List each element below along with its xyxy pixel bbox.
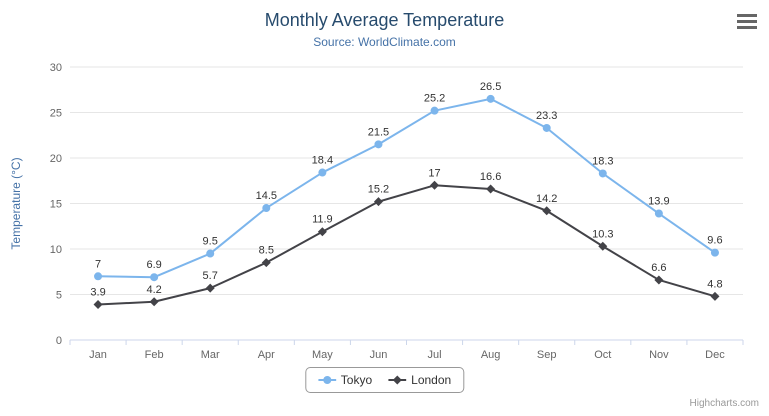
data-label-tokyo: 18.3	[592, 155, 613, 167]
circle-marker-icon	[317, 376, 336, 384]
data-point-tokyo[interactable]	[430, 106, 439, 115]
data-point-tokyo[interactable]	[374, 140, 383, 149]
x-axis-category-label: Jan	[89, 349, 107, 361]
x-axis-category-label: Jun	[370, 349, 388, 361]
data-label-london: 6.6	[651, 262, 666, 274]
x-axis-category-label: Oct	[594, 349, 611, 361]
y-axis-tick-label: 20	[50, 153, 62, 165]
y-axis-title: Temperature (°C)	[9, 157, 23, 249]
data-label-london: 4.2	[146, 284, 161, 296]
series-line-london	[97, 184, 716, 306]
data-label-tokyo: 6.9	[146, 259, 161, 271]
data-label-tokyo: 18.4	[312, 155, 333, 167]
chart-subtitle: Source: WorldClimate.com	[313, 35, 456, 49]
data-label-london: 5.7	[203, 270, 218, 282]
data-label-london: 17	[428, 167, 440, 179]
data-point-london[interactable]	[486, 184, 496, 194]
data-label-tokyo: 9.6	[707, 235, 722, 247]
data-point-tokyo[interactable]	[206, 249, 215, 258]
y-axis-tick-label: 5	[56, 290, 62, 302]
legend-item-london[interactable]: London	[388, 373, 451, 387]
data-point-tokyo[interactable]	[654, 209, 663, 218]
diamond-marker-icon	[388, 375, 407, 385]
legend-item-tokyo[interactable]: Tokyo	[317, 373, 373, 387]
y-axis-tick-label: 30	[50, 62, 62, 74]
series-line-tokyo	[98, 97, 716, 279]
chart-context-menu-button[interactable]	[737, 14, 757, 29]
y-axis-tick-label: 25	[50, 108, 62, 120]
x-axis-category-label: Aug	[481, 349, 501, 361]
x-axis-category-label: Dec	[705, 349, 725, 361]
data-point-london[interactable]	[710, 291, 720, 301]
x-axis-category-label: May	[312, 349, 333, 361]
data-label-london: 16.6	[480, 171, 501, 183]
data-label-tokyo: 23.3	[536, 110, 557, 122]
x-axis-category-label: Nov	[649, 349, 669, 361]
chart-title: Monthly Average Temperature	[264, 10, 505, 30]
data-point-tokyo[interactable]	[262, 204, 271, 213]
x-axis-category-label: Mar	[201, 349, 220, 361]
legend-label: Tokyo	[340, 373, 373, 387]
data-point-london[interactable]	[317, 227, 327, 237]
y-axis-tick-label: 15	[50, 199, 62, 211]
data-label-tokyo: 25.2	[424, 93, 445, 105]
data-point-london[interactable]	[149, 297, 159, 307]
y-axis-tick-label: 0	[56, 335, 62, 347]
data-label-london: 15.2	[368, 184, 389, 196]
data-point-tokyo[interactable]	[318, 168, 327, 177]
data-label-tokyo: 26.5	[480, 81, 501, 93]
data-point-london[interactable]	[205, 283, 215, 293]
credits-link[interactable]: Highcharts.com	[689, 398, 759, 409]
data-label-tokyo: 7	[95, 258, 101, 270]
data-label-london: 4.8	[707, 278, 722, 290]
x-axis-category-label: Sep	[537, 349, 557, 361]
data-point-london[interactable]	[93, 300, 103, 310]
data-point-tokyo[interactable]	[150, 273, 159, 282]
hamburger-menu-icon	[737, 14, 757, 17]
legend-label: London	[411, 373, 452, 387]
y-axis-tick-label: 10	[50, 244, 62, 256]
data-point-tokyo[interactable]	[542, 123, 551, 132]
data-label-london: 14.2	[536, 193, 557, 205]
data-point-london[interactable]	[373, 197, 383, 207]
data-point-london[interactable]	[542, 206, 552, 216]
x-axis-category-label: Feb	[145, 349, 164, 361]
data-label-tokyo: 21.5	[368, 126, 389, 138]
data-label-london: 3.9	[90, 287, 105, 299]
data-label-tokyo: 9.5	[203, 236, 218, 248]
data-point-london[interactable]	[261, 258, 271, 268]
legend: Tokyo London	[304, 367, 465, 393]
data-point-london[interactable]	[598, 241, 608, 251]
x-axis-category-label: Jul	[428, 349, 442, 361]
data-label-tokyo: 13.9	[648, 196, 669, 208]
data-point-tokyo[interactable]	[598, 169, 607, 178]
data-point-tokyo[interactable]	[486, 94, 495, 103]
data-label-london: 11.9	[312, 214, 333, 226]
x-axis-category-label: Apr	[258, 349, 275, 361]
data-label-tokyo: 14.5	[256, 190, 277, 202]
data-label-london: 8.5	[259, 245, 274, 257]
data-point-tokyo[interactable]	[94, 272, 103, 281]
data-label-london: 10.3	[592, 228, 613, 240]
data-point-london[interactable]	[430, 180, 440, 190]
data-point-tokyo[interactable]	[710, 248, 719, 257]
data-point-london[interactable]	[654, 275, 664, 285]
